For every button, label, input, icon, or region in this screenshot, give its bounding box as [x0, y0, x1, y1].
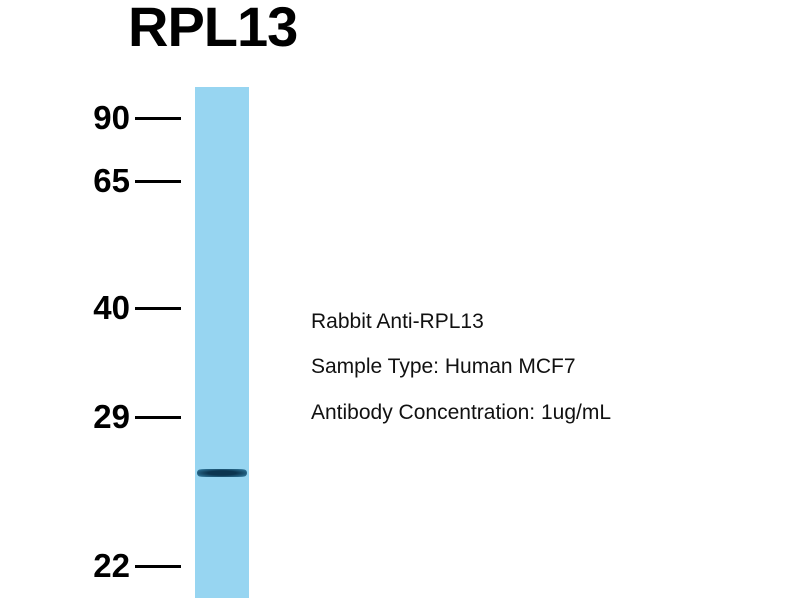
marker-label: 65 [93, 162, 130, 199]
marker-label: 90 [93, 99, 130, 136]
marker-tick [135, 565, 181, 568]
marker-label: 40 [93, 289, 130, 326]
concentration-text: Antibody Concentration: 1ug/mL [311, 401, 612, 424]
marker-label: 22 [93, 547, 130, 584]
marker-label: 29 [93, 398, 130, 435]
marker-90: 90 [60, 99, 182, 147]
marker-29: 29 [60, 398, 182, 446]
sample-type-text: Sample Type: Human MCF7 [311, 355, 576, 378]
marker-tick [135, 307, 181, 310]
blot-title: RPL13 [128, 0, 298, 58]
antibody-text: Rabbit Anti-RPL13 [311, 310, 484, 333]
marker-tick [135, 117, 181, 120]
marker-22: 22 [60, 547, 182, 595]
marker-65: 65 [60, 162, 182, 210]
marker-tick [135, 180, 181, 183]
blot-lane [195, 87, 249, 598]
protein-band [197, 469, 247, 477]
marker-tick [135, 416, 181, 419]
marker-40: 40 [60, 289, 182, 337]
